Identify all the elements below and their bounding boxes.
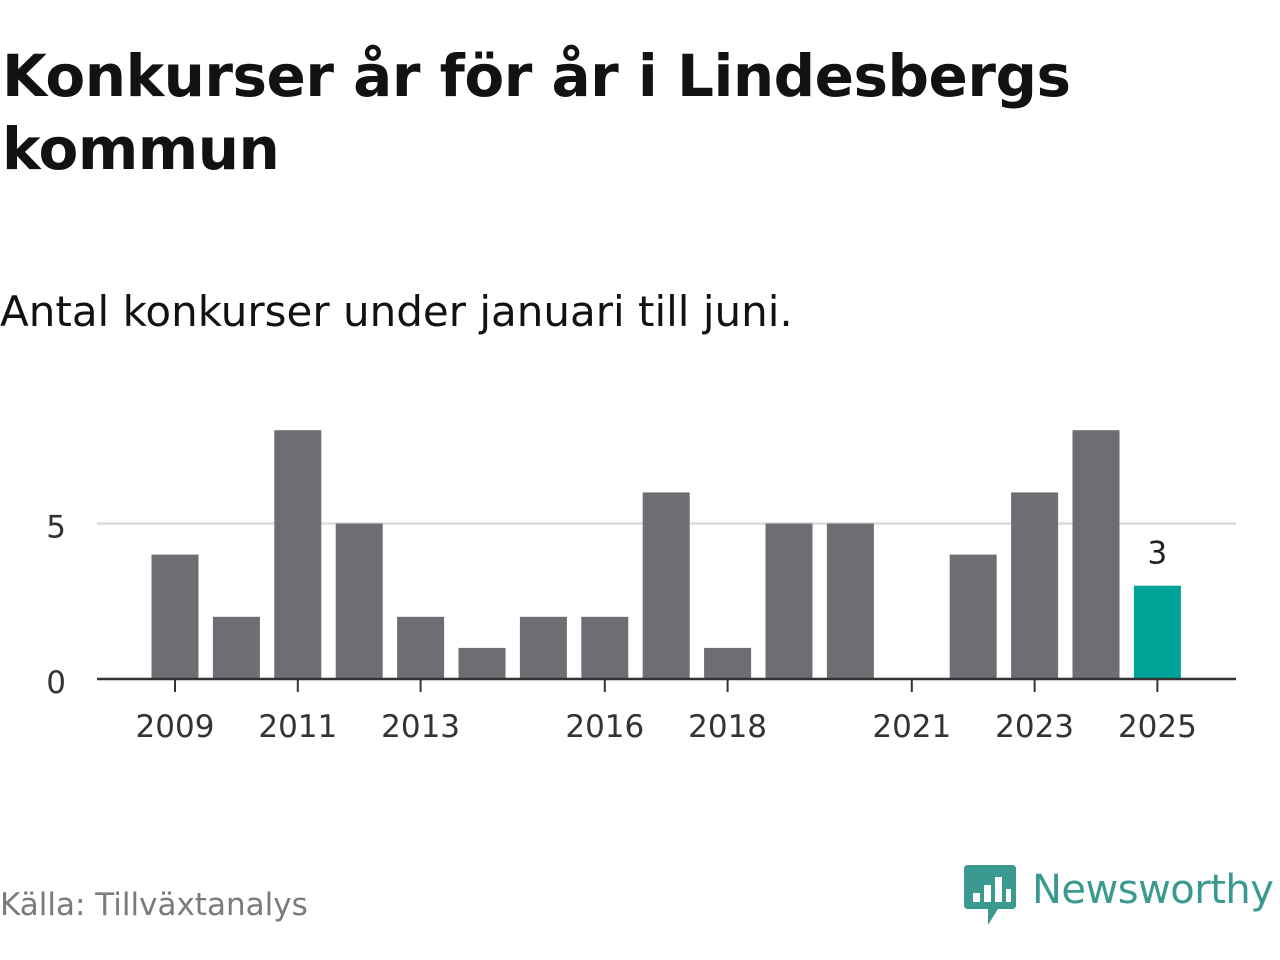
bar-chart: 0 5 2009 2011 2013 2016 2018 2021 2023 2025 3 <box>46 430 1236 745</box>
bar <box>458 647 506 679</box>
x-tick-label: 2023 <box>995 709 1074 745</box>
x-tick-label: 2018 <box>688 709 767 745</box>
bar <box>642 492 690 679</box>
bar <box>1133 585 1181 679</box>
brand-logo: Newsworthy <box>964 864 1274 928</box>
y-tick-label: 0 <box>46 665 66 701</box>
bar <box>335 523 383 679</box>
bar <box>519 616 567 679</box>
bar <box>274 430 322 679</box>
bar <box>765 523 813 679</box>
newsworthy-logo-icon <box>964 865 1016 925</box>
bar <box>704 647 752 679</box>
bar <box>949 554 997 679</box>
bar <box>397 616 445 679</box>
x-tick-label: 2013 <box>381 709 460 745</box>
chart-title: Konkurser år för år i Lindesbergs kommun <box>2 42 1071 183</box>
bar <box>1011 492 1059 679</box>
bar <box>581 616 629 679</box>
bar <box>151 554 199 679</box>
bar <box>826 523 874 679</box>
source-note: Källa: Tillväxtanalys <box>0 887 308 923</box>
x-tick-label: 2021 <box>872 709 951 745</box>
y-tick-label: 5 <box>46 510 66 546</box>
bar <box>212 616 260 679</box>
x-tick-label: 2009 <box>136 709 215 745</box>
x-tick-label: 2025 <box>1118 709 1197 745</box>
x-tick-label: 2016 <box>565 709 644 745</box>
chart-subtitle: Antal konkurser under januari till juni. <box>0 287 793 336</box>
bar <box>1072 430 1120 679</box>
data-label: 3 <box>1148 536 1168 572</box>
brand-name: Newsworthy <box>1032 867 1274 913</box>
x-tick-label: 2011 <box>258 709 337 745</box>
